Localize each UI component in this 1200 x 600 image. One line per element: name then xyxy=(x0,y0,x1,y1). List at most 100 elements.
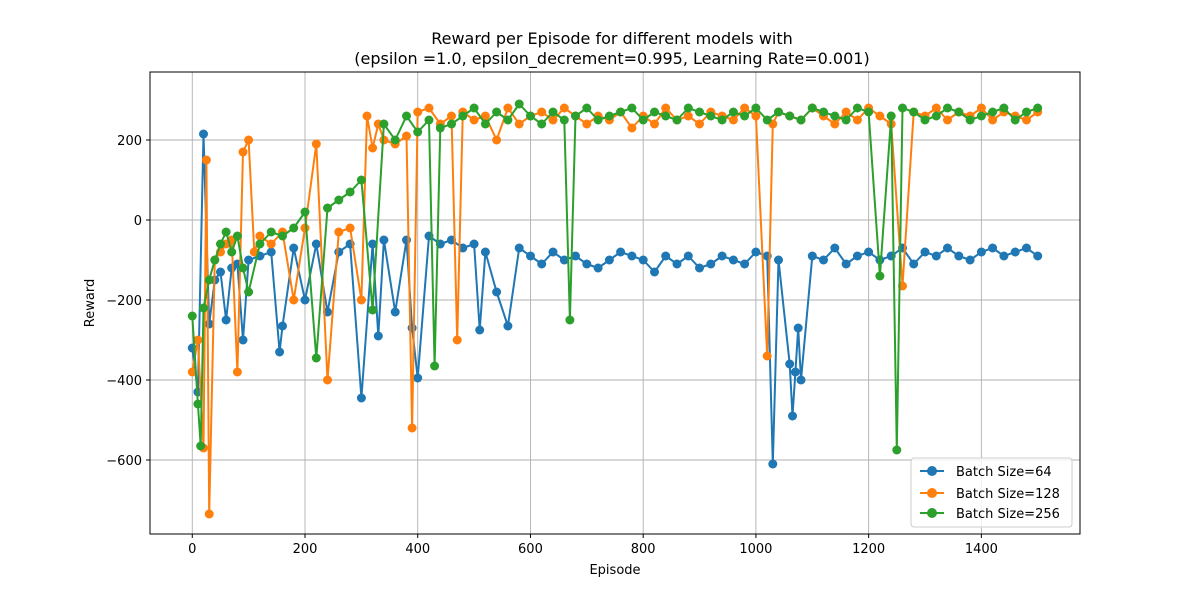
data-point xyxy=(402,131,411,141)
data-point xyxy=(289,223,299,233)
data-point xyxy=(390,135,400,145)
data-point xyxy=(852,103,862,113)
y-tick-label: 0 xyxy=(134,214,142,229)
series-line xyxy=(191,107,1039,515)
data-point xyxy=(864,107,874,117)
data-point xyxy=(1022,107,1031,117)
data-point xyxy=(514,99,524,109)
data-point xyxy=(424,103,434,113)
data-point xyxy=(999,103,1009,113)
data-point xyxy=(728,107,738,117)
x-tick-label: 200 xyxy=(293,542,318,557)
data-point xyxy=(954,251,964,261)
series-layer xyxy=(187,99,1043,519)
data-point xyxy=(373,331,383,341)
data-point xyxy=(311,239,321,249)
data-point xyxy=(965,255,975,265)
data-point xyxy=(480,111,490,121)
data-point xyxy=(943,115,952,125)
data-point xyxy=(537,119,547,129)
data-point xyxy=(187,367,197,377)
data-point xyxy=(469,239,479,249)
data-point xyxy=(559,255,569,265)
data-point xyxy=(221,227,231,237)
data-point xyxy=(819,255,828,265)
data-point xyxy=(841,107,851,117)
data-point xyxy=(740,103,750,113)
data-point xyxy=(559,115,569,125)
y-axis-label: Reward xyxy=(83,279,98,327)
data-point xyxy=(988,107,998,117)
data-point xyxy=(807,103,817,113)
data-point xyxy=(604,111,614,121)
data-point xyxy=(289,295,299,305)
data-point xyxy=(548,115,558,125)
x-tick-label: 1000 xyxy=(739,542,772,557)
data-point xyxy=(244,135,254,145)
data-point xyxy=(266,239,276,249)
data-point xyxy=(232,231,242,241)
data-point xyxy=(469,103,479,113)
data-point xyxy=(793,323,803,333)
data-point xyxy=(356,393,366,403)
legend-label-1: Batch Size=64 xyxy=(956,465,1052,480)
data-point xyxy=(909,259,919,269)
data-point xyxy=(526,251,535,261)
data-point xyxy=(424,115,434,125)
data-point xyxy=(368,305,378,315)
data-point xyxy=(999,251,1009,261)
data-point xyxy=(196,441,206,451)
data-point xyxy=(255,231,265,241)
data-point xyxy=(447,111,456,121)
data-point xyxy=(627,123,637,133)
data-point xyxy=(334,227,344,237)
data-point xyxy=(238,263,248,273)
data-point xyxy=(356,175,366,185)
data-point xyxy=(548,247,558,257)
data-point xyxy=(728,115,738,125)
data-point xyxy=(898,103,907,113)
data-point xyxy=(604,255,614,265)
legend-label-2: Batch Size=128 xyxy=(956,487,1060,502)
data-point xyxy=(886,111,896,121)
data-point xyxy=(616,247,626,257)
data-point xyxy=(650,107,659,117)
data-point xyxy=(514,243,524,253)
data-point xyxy=(774,255,783,265)
data-point xyxy=(492,287,502,297)
data-point xyxy=(790,367,800,377)
data-point xyxy=(943,243,952,253)
data-point xyxy=(368,143,378,153)
data-point xyxy=(232,367,242,377)
data-point xyxy=(683,251,693,261)
x-axis-label: Episode xyxy=(589,563,640,578)
data-point xyxy=(255,239,265,249)
data-point xyxy=(650,119,659,129)
data-point xyxy=(244,287,254,297)
data-point xyxy=(503,103,513,113)
data-point xyxy=(593,115,603,125)
data-point xyxy=(216,267,225,277)
data-point xyxy=(841,259,851,269)
data-point xyxy=(452,335,462,345)
tick-layer: 0 200 400 600 800 1000 1200 1400 −600 −400 −200 0 20… xyxy=(106,134,998,557)
data-point xyxy=(278,231,287,241)
data-point xyxy=(965,115,975,125)
data-point xyxy=(695,119,704,129)
data-point xyxy=(368,239,378,249)
x-tick-label: 600 xyxy=(518,542,543,557)
data-point xyxy=(210,255,220,265)
data-point xyxy=(238,335,248,345)
data-point xyxy=(362,111,372,121)
data-point xyxy=(469,115,479,125)
data-point xyxy=(875,111,885,121)
data-point xyxy=(762,351,772,361)
data-point xyxy=(413,127,423,137)
data-point xyxy=(458,111,468,121)
axes-frame xyxy=(149,71,1081,535)
data-point xyxy=(1033,103,1043,113)
data-point xyxy=(379,235,389,245)
data-point xyxy=(1022,115,1031,125)
data-point xyxy=(413,373,423,383)
